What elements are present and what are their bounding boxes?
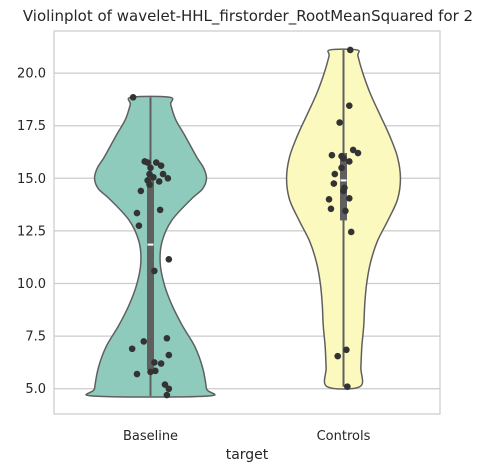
y-tick-label: 7.5 [25, 330, 46, 345]
data-point [159, 170, 167, 178]
data-point [129, 93, 137, 101]
x-tick-label: Controls [317, 429, 371, 444]
data-point [347, 228, 355, 236]
data-point [151, 267, 158, 275]
data-point [349, 146, 357, 154]
violins [85, 46, 402, 399]
data-point [163, 334, 171, 342]
data-point [156, 206, 164, 214]
data-point [354, 149, 362, 157]
y-tick-label: 20.0 [17, 67, 46, 82]
y-axis-ticks: 5.0 7.5 10.0 12.5 15.0 17.5 20.0 [17, 67, 46, 398]
data-point [325, 196, 333, 203]
iqr-box [147, 176, 154, 370]
data-point [161, 381, 169, 388]
y-tick-label: 15.0 [17, 172, 46, 187]
data-point [151, 359, 158, 366]
data-point [340, 187, 347, 195]
data-point [147, 164, 154, 172]
chart-title: Violinplot of wavelet-HHL_firstorder_Roo… [23, 7, 473, 26]
data-point [137, 187, 145, 195]
data-point [342, 207, 349, 215]
data-point [165, 351, 173, 359]
data-point [345, 194, 353, 202]
data-point [128, 345, 136, 353]
data-point [340, 155, 347, 162]
data-point [346, 46, 354, 54]
data-point [331, 170, 339, 178]
violin-baseline [85, 93, 216, 399]
x-tick-label: Baseline [123, 429, 178, 444]
data-point [133, 370, 141, 378]
data-point [338, 164, 345, 172]
data-point [135, 222, 143, 229]
data-point [165, 256, 173, 263]
y-tick-label: 5.0 [25, 382, 46, 397]
x-axis-ticks: Baseline Controls [123, 429, 371, 444]
data-point [164, 175, 172, 182]
data-point [157, 360, 165, 367]
data-point [157, 162, 165, 169]
data-point [163, 391, 171, 399]
data-point [344, 383, 351, 390]
data-point [328, 151, 336, 159]
data-point [336, 119, 343, 126]
data-point [140, 338, 148, 345]
data-point [144, 177, 151, 184]
data-point [345, 158, 353, 165]
data-point [327, 205, 335, 213]
data-point [152, 159, 160, 166]
y-tick-label: 17.5 [17, 119, 46, 134]
data-point [155, 178, 163, 185]
y-tick-label: 12.5 [17, 224, 46, 239]
data-point [147, 368, 154, 376]
data-point [345, 102, 353, 110]
data-point [150, 173, 157, 181]
y-tick-label: 10.0 [17, 277, 46, 292]
x-axis-label: target [226, 447, 269, 463]
data-point [330, 180, 338, 187]
data-point [334, 352, 342, 360]
data-point [133, 209, 141, 217]
data-point [343, 346, 350, 354]
data-point [144, 159, 151, 166]
violin-controls [285, 46, 402, 390]
data-point [165, 385, 173, 393]
